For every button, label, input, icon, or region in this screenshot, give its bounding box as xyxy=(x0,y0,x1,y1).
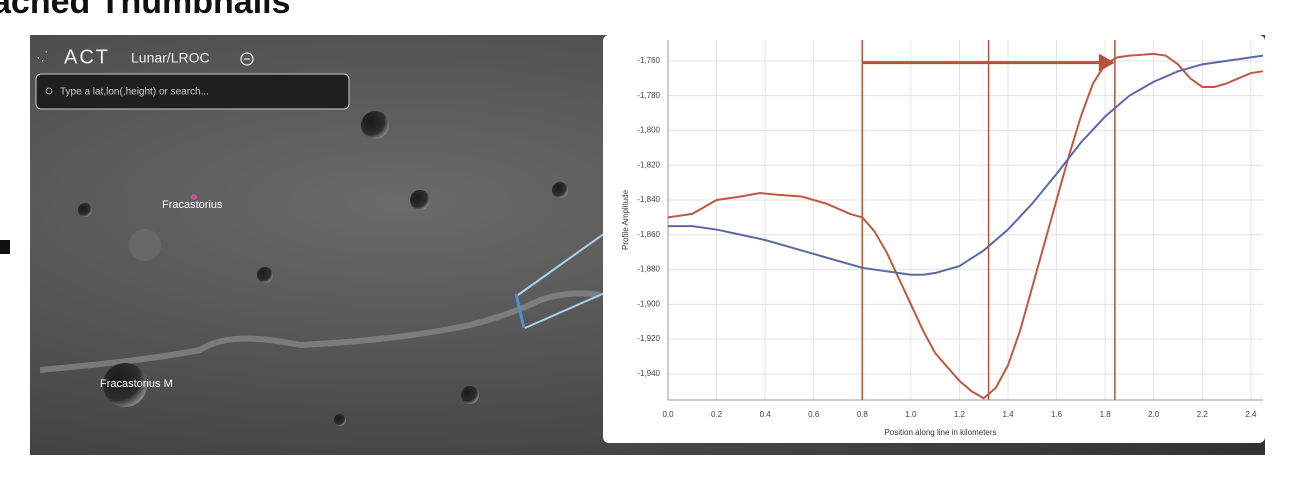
profile-line xyxy=(514,293,526,329)
search-placeholder: Type a lat,lon(,height) or search... xyxy=(60,87,209,98)
y-tick-label: -1,880 xyxy=(637,265,660,274)
x-tick-label: 1.4 xyxy=(1002,410,1014,419)
search-icon xyxy=(45,87,53,95)
crater xyxy=(257,267,273,283)
layer-name: Lunar/LROC xyxy=(131,50,210,66)
x-tick-label: 0.0 xyxy=(662,410,674,419)
arrow-head xyxy=(1098,53,1115,72)
crater xyxy=(361,111,389,139)
y-tick-label: -1,900 xyxy=(637,299,660,308)
y-tick-label: -1,840 xyxy=(637,195,660,204)
y-axis-title: Profile Amplitude xyxy=(621,189,630,250)
marker xyxy=(191,194,197,200)
y-tick-label: -1,820 xyxy=(637,160,660,169)
logo-dots: ·.˙ xyxy=(36,49,49,65)
x-tick-label: 2.0 xyxy=(1148,410,1160,419)
chart: -1,760 -1,780 -1,800 -1,820 -1,840 -1,860 -1,8… xyxy=(621,40,1264,437)
x-tick-label: 1.0 xyxy=(905,410,917,419)
layer-toggle[interactable] xyxy=(240,52,254,66)
y-tick-label: -1,860 xyxy=(637,230,660,239)
y-tick-label: -1,780 xyxy=(637,91,660,100)
series-line xyxy=(667,52,1264,400)
x-tick-label: 0.4 xyxy=(760,410,772,419)
x-tick-label: 0.6 xyxy=(808,410,820,419)
y-tick-label: -1,800 xyxy=(637,126,660,135)
x-tick-label: 1.2 xyxy=(954,410,966,419)
bullet xyxy=(0,240,10,254)
y-tick-label: -1,940 xyxy=(637,369,660,378)
crater xyxy=(78,203,92,217)
chart-panel xyxy=(603,35,1265,443)
crater xyxy=(103,363,147,407)
x-tick-label: 0.2 xyxy=(711,410,723,419)
x-tick-label: 1.8 xyxy=(1100,410,1112,419)
series-line xyxy=(668,54,1264,276)
logo: ACT xyxy=(64,46,110,68)
crater xyxy=(461,386,479,404)
x-tick-label: 0.8 xyxy=(857,410,869,419)
map-label: Fracastorius M xyxy=(100,378,173,390)
y-tick-label: -1,760 xyxy=(637,56,660,65)
crater xyxy=(552,182,568,198)
x-tick-label: 1.6 xyxy=(1051,410,1063,419)
crater xyxy=(334,414,346,426)
x-tick-label: 2.2 xyxy=(1197,410,1209,419)
slide-title: ached Thumbnails xyxy=(0,0,291,21)
crater xyxy=(129,229,161,261)
search-box[interactable] xyxy=(35,73,350,110)
x-tick-label: 2.4 xyxy=(1245,410,1257,419)
y-tick-label: -1,920 xyxy=(637,334,660,343)
map-label: Fracastorius xyxy=(162,199,223,211)
crater xyxy=(410,190,430,210)
x-axis-title: Position along line in kilometers xyxy=(884,428,996,437)
rille xyxy=(39,290,601,373)
